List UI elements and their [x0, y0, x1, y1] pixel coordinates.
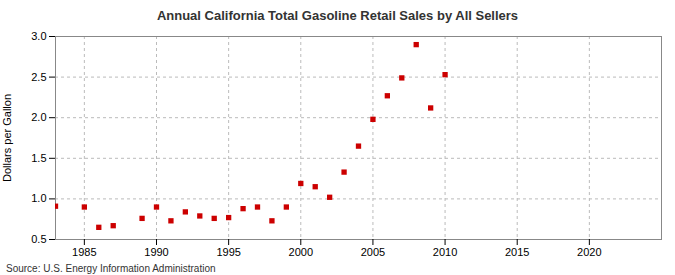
svg-text:2020: 2020: [577, 246, 601, 258]
svg-text:2015: 2015: [505, 246, 529, 258]
svg-text:0.5: 0.5: [31, 233, 46, 245]
svg-text:1990: 1990: [144, 246, 168, 258]
svg-text:3.0: 3.0: [31, 30, 46, 42]
svg-text:1985: 1985: [72, 246, 96, 258]
svg-text:Dollars per Gallon: Dollars per Gallon: [1, 94, 13, 182]
svg-text:2010: 2010: [433, 246, 457, 258]
html-text:Annual California Total Gasoli: Annual California Total Gasoline Retail …: [156, 8, 519, 23]
svg-text:1.5: 1.5: [31, 152, 46, 164]
svg-text:1.0: 1.0: [31, 192, 46, 204]
svg-text:2.5: 2.5: [31, 71, 46, 83]
html-text:Source: U.S. Energy Informatio: Source: U.S. Energy Information Administ…: [6, 263, 216, 274]
svg-text:2.0: 2.0: [31, 111, 46, 123]
svg-text:1995: 1995: [216, 246, 240, 258]
svg-text:2000: 2000: [289, 246, 313, 258]
svg-text:2005: 2005: [361, 246, 385, 258]
